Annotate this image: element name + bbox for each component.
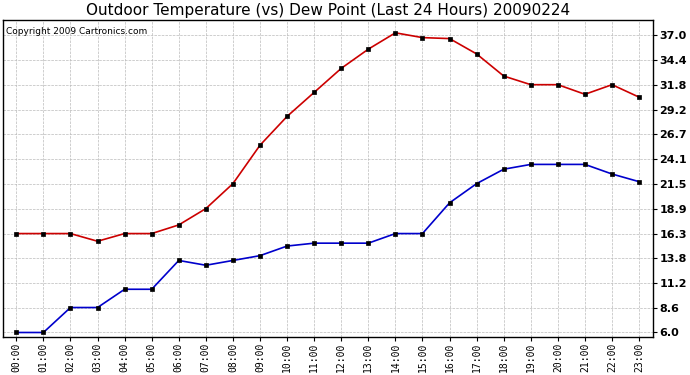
Title: Outdoor Temperature (vs) Dew Point (Last 24 Hours) 20090224: Outdoor Temperature (vs) Dew Point (Last… bbox=[86, 3, 570, 18]
Text: Copyright 2009 Cartronics.com: Copyright 2009 Cartronics.com bbox=[6, 27, 147, 36]
